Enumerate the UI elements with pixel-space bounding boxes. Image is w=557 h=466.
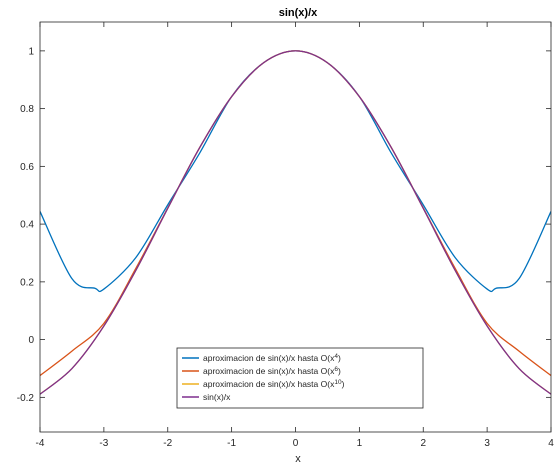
legend-label-2: aproximacion de sin(x)/x hasta O(x6) bbox=[203, 366, 341, 376]
x-tick-label: -1 bbox=[227, 438, 236, 449]
y-tick-label: 0.8 bbox=[20, 104, 34, 115]
legend-tail: ) bbox=[338, 353, 341, 363]
y-tick-label: 1 bbox=[28, 46, 34, 57]
x-axis-label: x bbox=[295, 453, 301, 465]
legend-superscript: 10 bbox=[334, 379, 342, 386]
x-tick-label: 4 bbox=[548, 438, 554, 449]
legend-tail: ) bbox=[342, 379, 345, 389]
x-tick-label: 3 bbox=[484, 438, 490, 449]
x-tick-label: -4 bbox=[36, 438, 45, 449]
legend-label-4: sin(x)/x bbox=[203, 392, 231, 402]
series-line-4 bbox=[40, 50, 551, 395]
legend-label-1: aproximacion de sin(x)/x hasta O(x4) bbox=[203, 353, 341, 363]
y-tick-label: -0.2 bbox=[17, 393, 35, 404]
x-tick-label: 1 bbox=[357, 438, 363, 449]
legend-superscript: 6 bbox=[334, 366, 338, 373]
legend-box bbox=[176, 347, 424, 409]
y-tick-label: 0 bbox=[28, 335, 34, 346]
x-tick-label: -3 bbox=[99, 438, 108, 449]
legend-tail: ) bbox=[338, 366, 341, 376]
x-tick-label: 0 bbox=[293, 438, 299, 449]
x-tick-label: -2 bbox=[163, 438, 172, 449]
legend-superscript: 4 bbox=[334, 353, 338, 360]
x-tick-label: 2 bbox=[420, 438, 426, 449]
chart-title: sin(x)/x bbox=[279, 7, 318, 19]
legend-label-3: aproximacion de sin(x)/x hasta O(x10) bbox=[203, 379, 345, 389]
y-tick-label: 0.4 bbox=[20, 220, 34, 231]
y-tick-label: 0.6 bbox=[20, 162, 34, 173]
y-tick-label: 0.2 bbox=[20, 277, 34, 288]
